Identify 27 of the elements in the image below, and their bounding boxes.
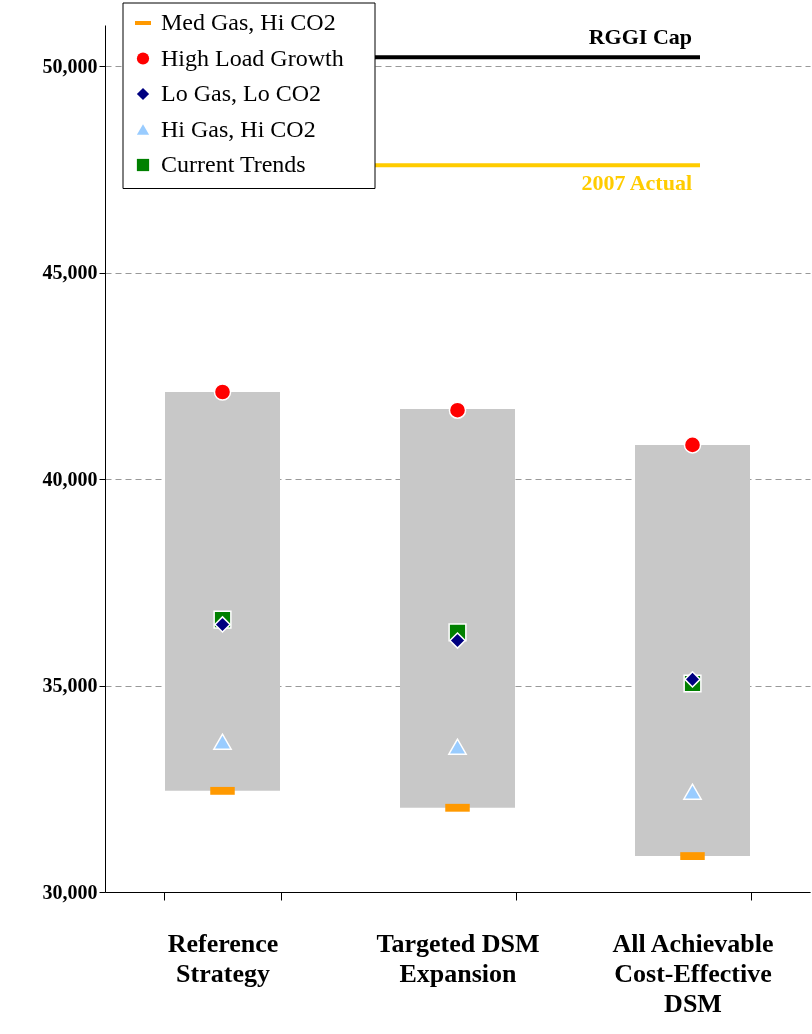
x-tick-label: All Achievable Cost-Effective DSM [612,928,774,1018]
y-tick-label: 35,000 [42,674,98,697]
point [448,401,467,419]
legend-label: Current Trends [161,151,306,177]
legend-label: Med Gas, Hi CO2 [161,9,336,35]
point [213,733,232,750]
bar [400,408,515,808]
y-tick-label: 50,000 [42,54,98,77]
point [683,783,702,800]
x-tick-label: Reference Strategy [167,928,279,988]
point [448,738,467,755]
point [214,616,231,633]
legend-label: Hi Gas, Hi CO2 [161,115,316,142]
bar [165,392,280,791]
legend-label: Lo Gas, Lo CO2 [161,80,321,106]
point [449,632,466,649]
legend-label: High Load Growth [161,44,344,71]
point [683,436,702,454]
ref-line-label: 2007 Actual [581,170,692,196]
point [684,671,701,688]
x-tick-label: Targeted DSM Expansion [376,928,540,988]
y-tick-label: 45,000 [42,261,98,284]
point [213,383,232,401]
y-tick-label: 40,000 [42,467,98,490]
ref-line-label: RGGI Cap [588,24,692,50]
y-tick-label: 30,000 [42,880,98,903]
bar [635,444,750,857]
